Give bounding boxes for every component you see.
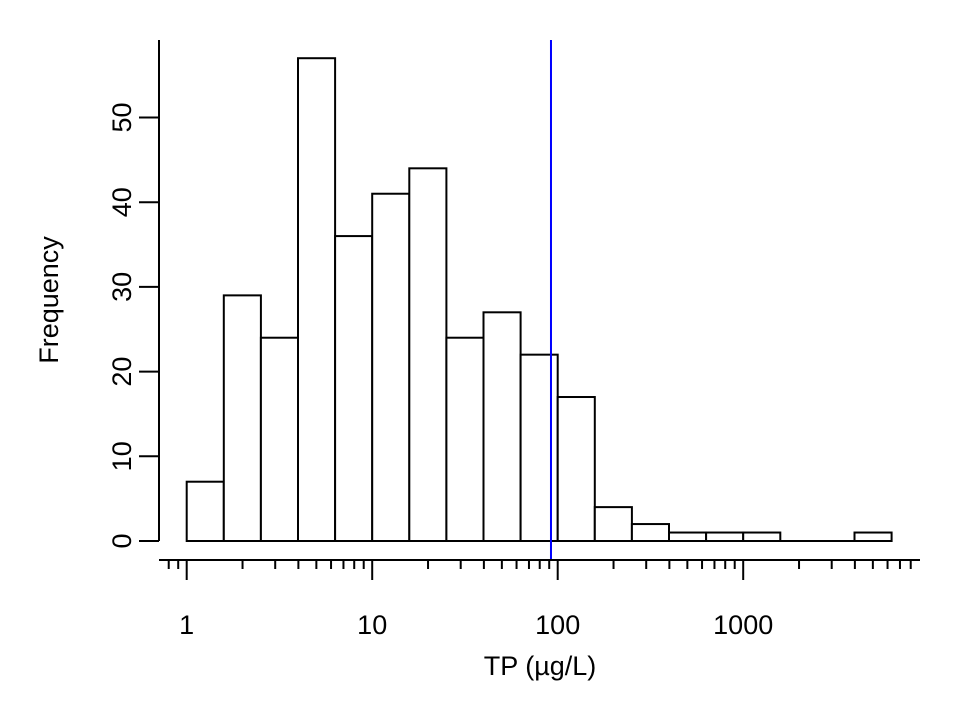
x-tick-label: 1000 bbox=[713, 610, 773, 640]
histogram-bar bbox=[371, 192, 411, 542]
histogram-bar bbox=[705, 531, 745, 543]
histogram-bar bbox=[853, 531, 893, 543]
histogram-bar bbox=[593, 506, 633, 542]
histogram-bar bbox=[334, 235, 374, 543]
y-tick-label: 20 bbox=[107, 357, 137, 387]
histogram-bar bbox=[556, 396, 596, 543]
histogram-bar bbox=[519, 353, 559, 542]
histogram-bar bbox=[668, 531, 708, 543]
x-axis-label: TP (µg/L) bbox=[484, 651, 597, 681]
histogram-bar bbox=[222, 294, 262, 542]
histogram-bar bbox=[445, 336, 485, 542]
histogram-bar bbox=[297, 57, 337, 543]
x-tick-label: 10 bbox=[357, 610, 387, 640]
y-tick-label: 10 bbox=[107, 441, 137, 471]
histogram-bars bbox=[185, 57, 893, 543]
y-tick-label: 0 bbox=[107, 533, 137, 548]
x-tick-label: 1 bbox=[179, 610, 194, 640]
histogram-bar bbox=[482, 311, 522, 542]
x-tick-label: 100 bbox=[535, 610, 580, 640]
y-tick-label: 50 bbox=[107, 102, 137, 132]
x-axis: 1 10 100 1000 bbox=[159, 559, 920, 640]
histogram-bar bbox=[630, 523, 671, 542]
y-tick-label: 30 bbox=[107, 272, 137, 302]
histogram-bar bbox=[408, 167, 448, 542]
histogram-bar bbox=[185, 480, 225, 542]
histogram-bar bbox=[259, 336, 299, 542]
y-axis-label: Frequency bbox=[34, 236, 64, 364]
y-axis: 0 10 20 30 40 50 bbox=[107, 40, 160, 549]
histogram-bar bbox=[742, 531, 782, 543]
y-tick-label: 40 bbox=[107, 187, 137, 217]
